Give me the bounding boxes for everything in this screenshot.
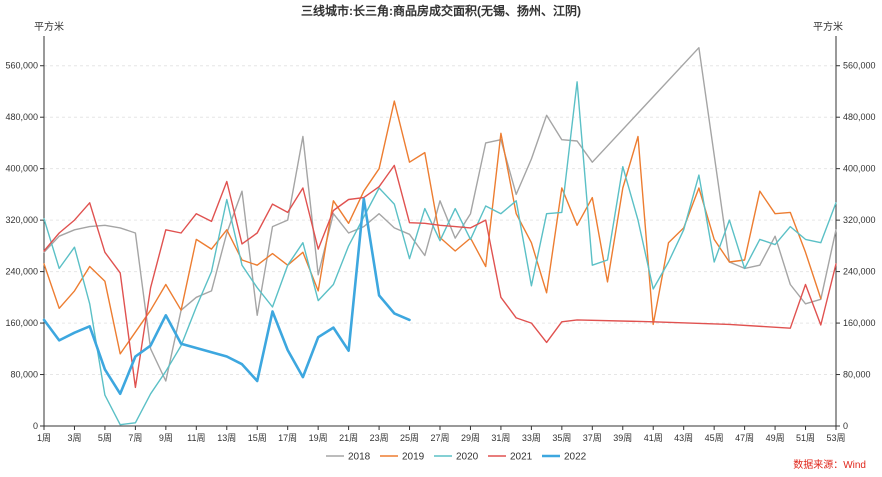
- legend-label-2018: 2018: [348, 452, 371, 463]
- x-tick-label: 37周: [583, 433, 602, 443]
- y-tick-label-left: 400,000: [5, 164, 38, 174]
- x-tick-label: 41周: [644, 433, 663, 443]
- x-tick-label: 17周: [278, 433, 297, 443]
- x-tick-label: 5周: [98, 433, 112, 443]
- right-axis-unit: 平方米: [813, 20, 843, 33]
- x-tick-label: 53周: [826, 433, 845, 443]
- source-note: 数据来源：Wind: [793, 458, 866, 471]
- x-tick-label: 33周: [522, 433, 541, 443]
- x-tick-label: 47周: [735, 433, 754, 443]
- y-tick-label-right: 0: [843, 421, 848, 431]
- y-tick-label-right: 320,000: [843, 215, 876, 225]
- y-tick-label-right: 240,000: [843, 267, 876, 277]
- grid-lines: [44, 65, 836, 376]
- legend-label-2021: 2021: [510, 452, 533, 463]
- y-tick-label-left: 0: [33, 421, 38, 431]
- x-tick-label: 9周: [159, 433, 173, 443]
- left-axis-unit: 平方米: [34, 20, 64, 33]
- x-tick-label: 43周: [674, 433, 693, 443]
- series-line-2020: [43, 81, 837, 426]
- y-tick-label-right: 560,000: [843, 61, 876, 71]
- x-tick-label: 49周: [766, 433, 785, 443]
- chart-title: 三线城市:长三角:商品房成交面积(无锡、扬州、江阴): [301, 3, 581, 18]
- x-tick-label: 21周: [339, 433, 358, 443]
- x-tick-label: 45周: [705, 433, 724, 443]
- x-tick-label: 3周: [67, 433, 81, 443]
- series-line-2021: [43, 164, 837, 389]
- series-line-2018: [43, 47, 837, 382]
- x-tick-label: 7周: [128, 433, 142, 443]
- x-tick-label: 23周: [370, 433, 389, 443]
- x-tick-label: 31周: [491, 433, 510, 443]
- y-tick-label-left: 160,000: [5, 318, 38, 328]
- x-tick-label: 35周: [552, 433, 571, 443]
- x-tick-label: 39周: [613, 433, 632, 443]
- x-tick-label: 51周: [796, 433, 815, 443]
- axes: 0 0 80,000 80,000 160,000 160,000 240,000 240,0…: [5, 36, 876, 443]
- x-tick-label: 13周: [217, 433, 236, 443]
- y-tick-label-left: 320,000: [5, 215, 38, 225]
- y-tick-label-right: 480,000: [843, 112, 876, 122]
- x-tick-label: 19周: [309, 433, 328, 443]
- legend-label-2022: 2022: [564, 452, 587, 463]
- y-tick-label-left: 80,000: [10, 370, 38, 380]
- y-tick-label-right: 80,000: [843, 370, 871, 380]
- x-tick-label: 1周: [37, 433, 51, 443]
- series-lines: [42, 47, 837, 426]
- x-tick-label: 11周: [187, 433, 205, 443]
- x-tick-label: 25周: [400, 433, 419, 443]
- x-tick-label: 29周: [461, 433, 480, 443]
- y-tick-label-left: 480,000: [5, 112, 38, 122]
- legend-label-2019: 2019: [402, 452, 425, 463]
- y-tick-label-left: 240,000: [5, 267, 38, 277]
- x-tick-label: 15周: [248, 433, 267, 443]
- legend: 2018 2019 2020 2021 2022: [326, 452, 587, 463]
- y-tick-label-right: 400,000: [843, 164, 876, 174]
- series-line-2019: [43, 100, 822, 355]
- y-tick-label-right: 160,000: [843, 318, 876, 328]
- y-tick-label-left: 560,000: [5, 61, 38, 71]
- x-tick-label: 27周: [430, 433, 449, 443]
- legend-label-2020: 2020: [456, 452, 479, 463]
- series-line-2022: [42, 197, 411, 396]
